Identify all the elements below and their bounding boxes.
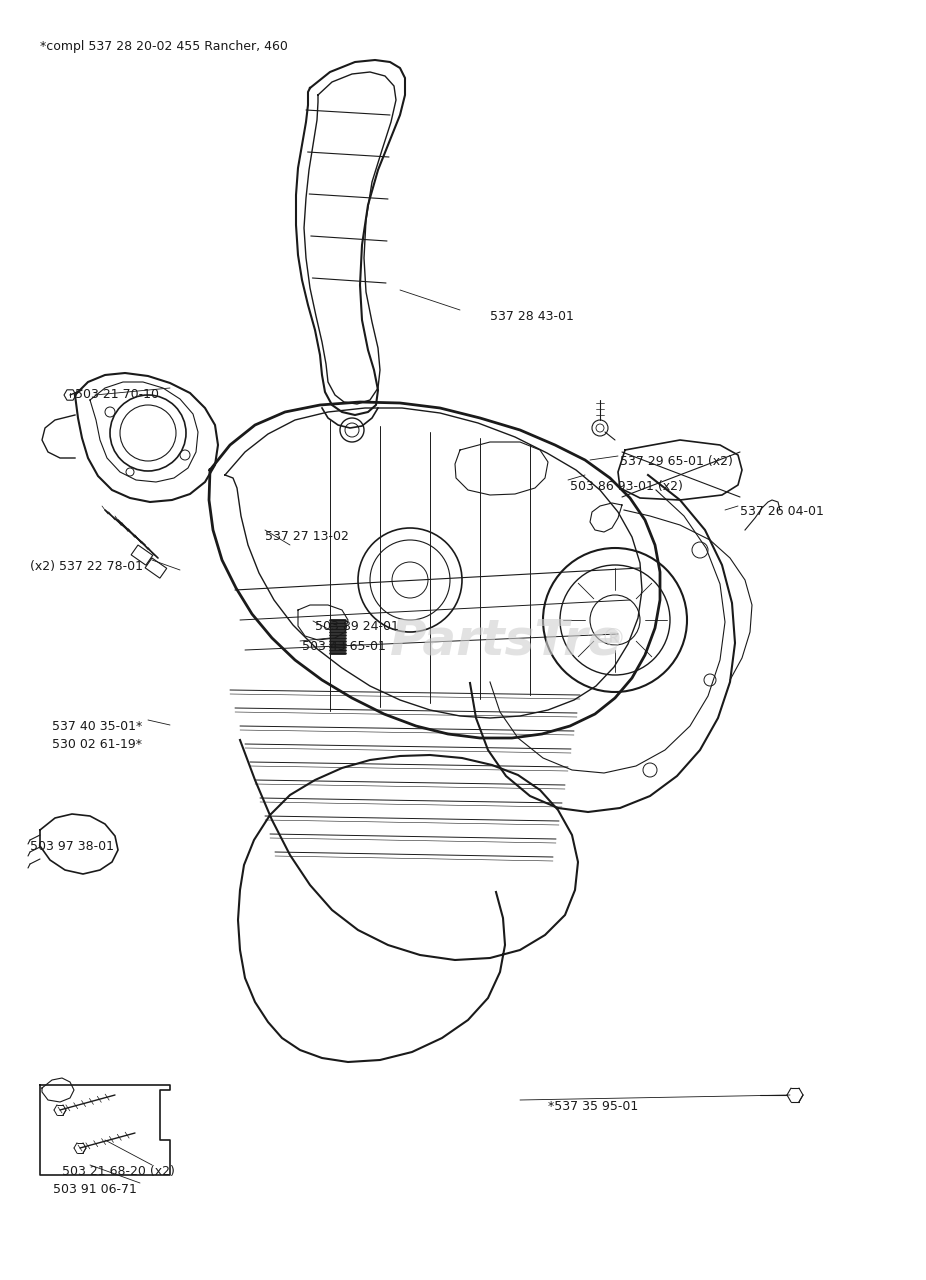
Text: 530 02 61-19*: 530 02 61-19* bbox=[52, 739, 142, 751]
Text: *compl 537 28 20-02 455 Rancher, 460: *compl 537 28 20-02 455 Rancher, 460 bbox=[40, 40, 288, 52]
Text: (x2) 537 22 78-01: (x2) 537 22 78-01 bbox=[30, 561, 143, 573]
Text: 503 43 65-01: 503 43 65-01 bbox=[302, 640, 386, 653]
Bar bbox=[145, 558, 167, 579]
Text: 537 40 35-01*: 537 40 35-01* bbox=[52, 719, 143, 733]
Text: 503 89 24-01: 503 89 24-01 bbox=[315, 620, 399, 634]
Text: PartsTre: PartsTre bbox=[390, 616, 622, 664]
Text: 503 86 93-01 (x2): 503 86 93-01 (x2) bbox=[570, 480, 682, 493]
Text: 537 29 65-01 (x2): 537 29 65-01 (x2) bbox=[620, 454, 732, 468]
Text: ®: ® bbox=[600, 628, 625, 652]
Text: 503 21 70-10: 503 21 70-10 bbox=[75, 388, 159, 401]
Text: 537 28 43-01: 537 28 43-01 bbox=[490, 310, 574, 323]
Text: 503 97 38-01: 503 97 38-01 bbox=[30, 840, 114, 852]
Text: *537 35 95-01: *537 35 95-01 bbox=[548, 1100, 638, 1114]
Text: 503 91 06-71: 503 91 06-71 bbox=[53, 1183, 137, 1196]
Text: 537 26 04-01: 537 26 04-01 bbox=[740, 506, 824, 518]
Text: 503 21 68-20 (x2): 503 21 68-20 (x2) bbox=[62, 1165, 175, 1178]
Bar bbox=[131, 545, 153, 566]
Text: 537 27 13-02: 537 27 13-02 bbox=[265, 530, 349, 543]
